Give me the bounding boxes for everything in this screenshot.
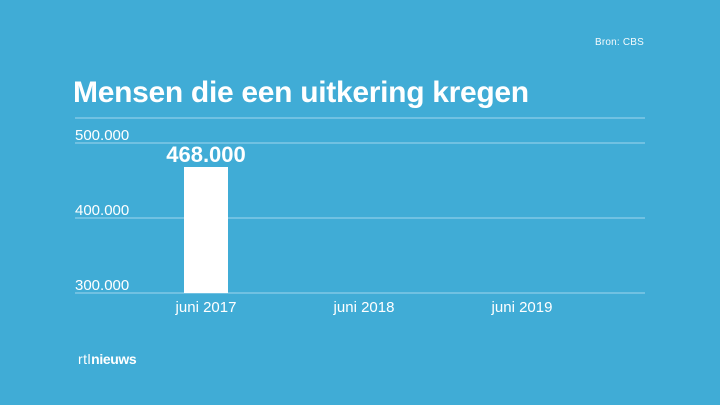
data-label: 468.000	[166, 142, 246, 167]
x-tick-label: juni 2018	[333, 299, 395, 316]
x-tick-label: juni 2019	[491, 299, 553, 316]
source-note: Bron: CBS	[594, 37, 644, 48]
logo-suffix: nieuws	[91, 351, 137, 367]
bar	[184, 167, 228, 293]
rtl-nieuws-logo: rtlnieuws	[78, 351, 137, 367]
y-tick-label: 500.000	[75, 127, 129, 144]
x-tick-label: juni 2017	[175, 299, 237, 316]
y-tick-label: 300.000	[75, 277, 129, 294]
y-tick-label: 400.000	[75, 202, 129, 219]
chart-title: Mensen die een uitkering kregen	[73, 76, 529, 109]
logo-prefix: rtl	[78, 351, 92, 367]
